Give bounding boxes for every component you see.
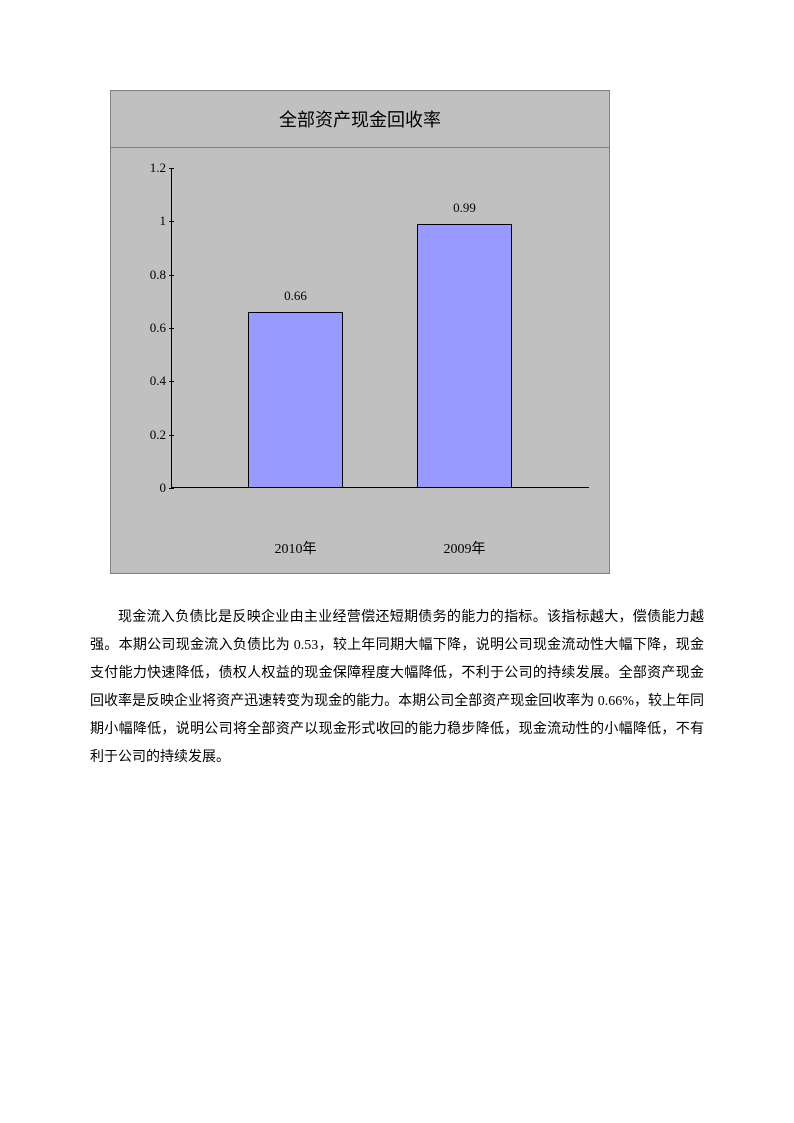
bars-area: 0.66 0.99 — [171, 168, 589, 488]
bar — [248, 312, 343, 488]
chart-title-area: 全部资产现金回收率 — [111, 91, 609, 148]
bar-value-label: 0.99 — [453, 200, 476, 216]
y-tick-label: 1.2 — [126, 160, 166, 176]
x-axis-label: 2009年 — [417, 538, 512, 558]
y-tick-label: 0 — [126, 480, 166, 496]
y-tick-label: 1 — [126, 213, 166, 229]
bar-group: 0.99 — [417, 200, 512, 488]
y-axis: 0 0.2 0.4 0.6 0.8 1 1.2 — [126, 168, 166, 488]
y-tick-label: 0.6 — [126, 320, 166, 336]
chart-inner: 0 0.2 0.4 0.6 0.8 1 1.2 0.66 0.99 — [171, 168, 589, 488]
chart-plot-area: 0 0.2 0.4 0.6 0.8 1 1.2 0.66 0.99 — [111, 148, 609, 528]
bar-value-label: 0.66 — [284, 288, 307, 304]
bar — [417, 224, 512, 488]
y-tick-label: 0.2 — [126, 427, 166, 443]
body-paragraph: 现金流入负债比是反映企业由主业经营偿还短期债务的能力的指标。该指标越大，偿债能力… — [90, 604, 704, 772]
y-tick-label: 0.4 — [126, 373, 166, 389]
x-labels-area: 2010年 2009年 — [111, 528, 609, 573]
x-axis-label: 2010年 — [248, 538, 343, 558]
bar-group: 0.66 — [248, 288, 343, 488]
chart-container: 全部资产现金回收率 0 0.2 0.4 0.6 0.8 1 1.2 0.66 0 — [110, 90, 610, 574]
y-tick-label: 0.8 — [126, 267, 166, 283]
chart-title: 全部资产现金回收率 — [279, 110, 441, 130]
